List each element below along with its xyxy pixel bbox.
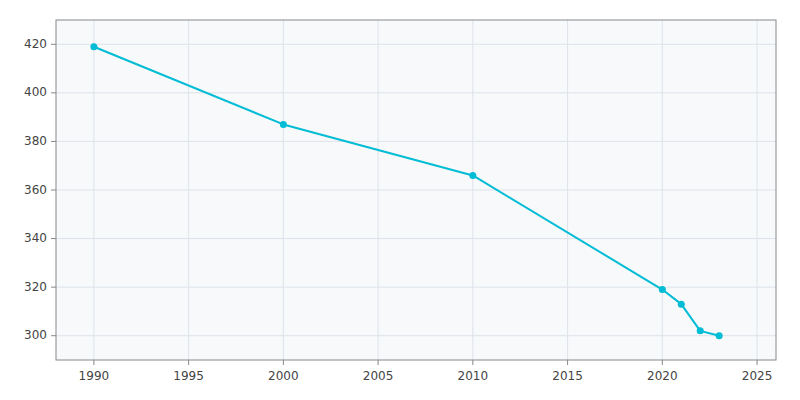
y-tick bbox=[51, 287, 56, 288]
x-tick bbox=[567, 360, 568, 365]
x-tick-label: 1990 bbox=[79, 369, 110, 383]
x-tick-label: 2005 bbox=[363, 369, 394, 383]
plot-background bbox=[56, 20, 776, 360]
y-tick bbox=[51, 92, 56, 93]
y-tick bbox=[51, 190, 56, 191]
point bbox=[280, 121, 287, 128]
y-grid-line bbox=[56, 238, 776, 239]
x-tick-label: 2000 bbox=[268, 369, 299, 383]
x-tick bbox=[283, 360, 284, 365]
point bbox=[469, 172, 476, 179]
data-layer bbox=[90, 43, 722, 339]
x-tick bbox=[757, 360, 758, 365]
x-tick bbox=[378, 360, 379, 365]
y-tick bbox=[51, 44, 56, 45]
y-grid-line bbox=[56, 287, 776, 288]
line bbox=[94, 47, 719, 336]
x-tick-label: 2010 bbox=[458, 369, 489, 383]
y-grid-line bbox=[56, 141, 776, 142]
x-tick-label: 2025 bbox=[742, 369, 773, 383]
point bbox=[716, 332, 723, 339]
y-tick-label: 300 bbox=[24, 328, 47, 342]
y-grid-line bbox=[56, 335, 776, 336]
y-tick bbox=[51, 335, 56, 336]
point bbox=[90, 43, 97, 50]
x-tick-label: 1995 bbox=[173, 369, 204, 383]
y-tick-label: 380 bbox=[24, 134, 47, 148]
y-tick-label: 400 bbox=[24, 85, 47, 99]
y-tick-label: 340 bbox=[24, 231, 47, 245]
y-tick bbox=[51, 238, 56, 239]
x-tick-label: 2015 bbox=[552, 369, 583, 383]
y-grid-line bbox=[56, 92, 776, 93]
grid bbox=[56, 20, 776, 360]
y-tick-label: 320 bbox=[24, 280, 47, 294]
y-grid-line bbox=[56, 44, 776, 45]
plot-frame bbox=[56, 20, 776, 360]
point bbox=[659, 286, 666, 293]
y-tick-label: 420 bbox=[24, 37, 47, 51]
axes: 1990 1995 2000 2005 2010 2015 2020 2025 300 320 34… bbox=[24, 37, 772, 383]
x-tick-label: 2020 bbox=[647, 369, 678, 383]
point bbox=[697, 327, 704, 334]
x-tick bbox=[188, 360, 189, 365]
point bbox=[678, 301, 685, 308]
y-tick-label: 360 bbox=[24, 183, 47, 197]
y-grid-line bbox=[56, 190, 776, 191]
x-tick bbox=[662, 360, 663, 365]
x-tick bbox=[472, 360, 473, 365]
y-tick bbox=[51, 141, 56, 142]
x-tick bbox=[93, 360, 94, 365]
chart: 1990 1995 2000 2005 2010 2015 2020 2025 300 320 34… bbox=[0, 0, 800, 400]
